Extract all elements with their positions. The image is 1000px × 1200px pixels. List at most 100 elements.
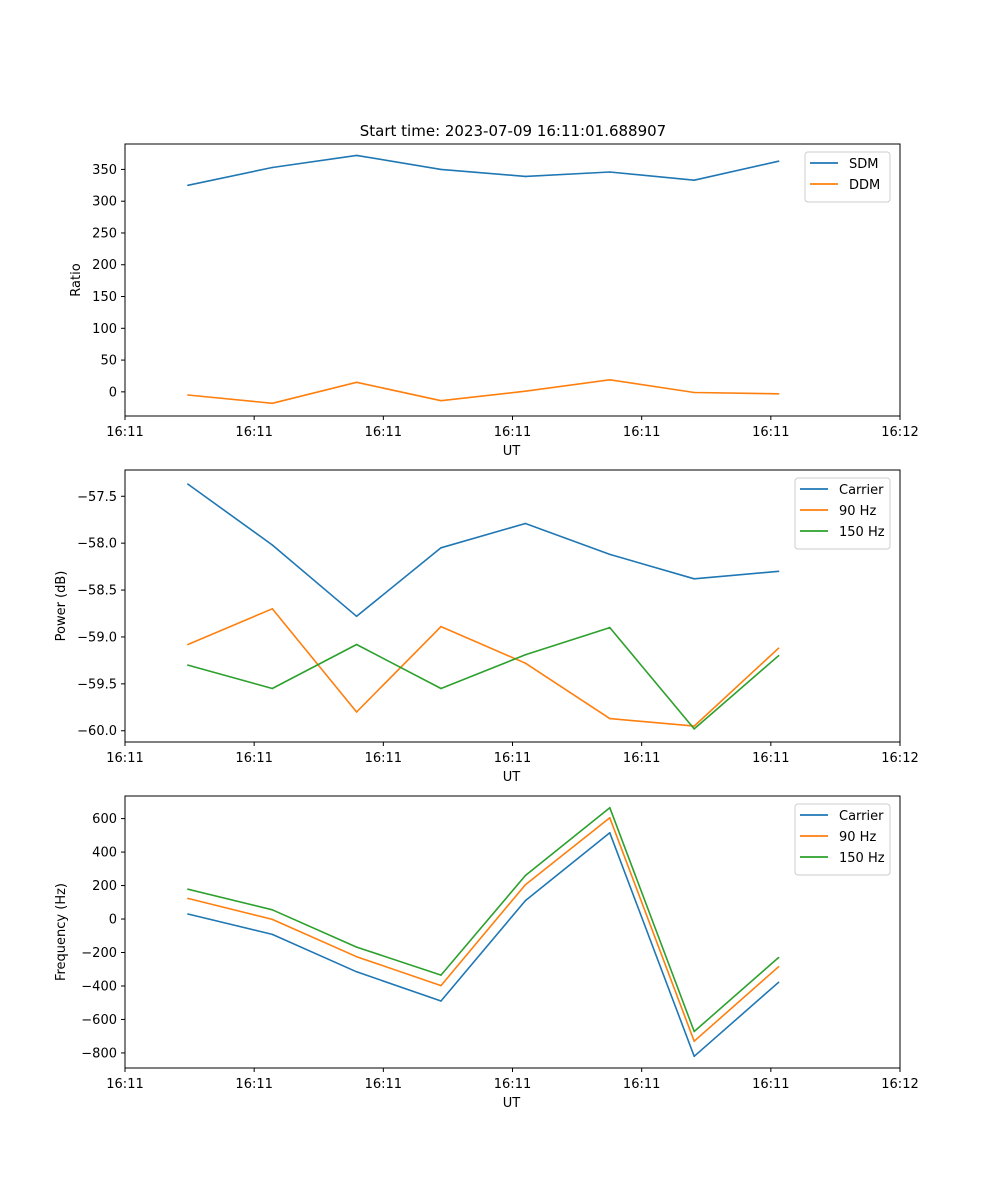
x-tick-label: 16:11 <box>623 751 660 766</box>
data-point <box>355 946 358 948</box>
legend-label: 90 Hz <box>839 504 876 519</box>
x-tick-label: 16:11 <box>106 751 143 766</box>
legend-label: 150 Hz <box>839 525 885 540</box>
x-tick-label: 16:11 <box>235 751 272 766</box>
charts-container: 16:11 16:11 16:11 16:11 16:11 16:11 16:12 0 50 10… <box>54 143 919 1111</box>
y-tick-label: −57.5 <box>77 490 117 505</box>
data-point <box>693 725 695 727</box>
legend-label: Carrier <box>839 483 884 498</box>
series-line-150-hz <box>187 806 780 1033</box>
data-point <box>355 615 358 618</box>
data-point <box>355 971 358 973</box>
data-point <box>777 965 780 968</box>
x-tick-label: 16:11 <box>752 751 789 766</box>
plot-frame <box>124 469 901 743</box>
y-tick-label: 600 <box>92 812 117 827</box>
x-tick-label: 16:11 <box>235 1077 272 1092</box>
x-tick-label: 16:11 <box>494 751 531 766</box>
x-tick-label: 16:12 <box>881 425 918 440</box>
x-tick-label: 16:11 <box>494 425 531 440</box>
series-line-150-hz <box>187 626 780 730</box>
data-point <box>777 956 780 959</box>
data-point <box>693 1055 695 1058</box>
x-axis-label: UT <box>503 1096 521 1111</box>
legend-label: 90 Hz <box>839 830 876 845</box>
data-point <box>693 179 695 181</box>
data-point <box>440 625 442 628</box>
figure-title: Start time: 2023-07-09 16:11:01.688907 <box>360 122 666 140</box>
data-point <box>524 899 527 902</box>
y-tick-label: −400 <box>81 979 117 994</box>
y-axis-label: Ratio <box>69 263 84 296</box>
data-point <box>440 984 442 987</box>
chart-2: 16:11 16:11 16:11 16:11 16:11 16:11 16:12 −60.0… <box>54 469 919 785</box>
data-point <box>187 643 189 646</box>
data-point <box>524 654 527 656</box>
data-point <box>609 379 611 381</box>
chart-1: 16:11 16:11 16:11 16:11 16:11 16:11 16:12 0 50 10… <box>69 143 919 459</box>
data-point <box>271 909 274 911</box>
data-point <box>609 553 611 556</box>
data-point <box>609 806 611 809</box>
data-point <box>355 381 358 384</box>
data-point <box>271 544 274 546</box>
data-point <box>271 918 274 921</box>
y-tick-label: 50 <box>100 354 117 369</box>
data-point <box>187 394 189 396</box>
legend-label: Carrier <box>839 809 884 824</box>
data-point <box>777 393 780 395</box>
plot-frame <box>124 143 901 417</box>
y-axis-label: Frequency (Hz) <box>54 883 69 981</box>
data-point <box>777 160 780 162</box>
data-point <box>271 687 274 690</box>
data-point <box>777 654 780 657</box>
x-tick-label: 16:11 <box>235 425 272 440</box>
x-tick-label: 16:12 <box>881 751 918 766</box>
x-tick-label: 16:11 <box>752 425 789 440</box>
data-point <box>440 1000 442 1002</box>
series-line-sdm <box>187 154 779 187</box>
series-line-carrier <box>187 831 780 1058</box>
x-tick-label: 16:11 <box>106 1077 143 1092</box>
legend: Carrier 90 Hz 150 Hz <box>794 803 891 876</box>
series-line-90-hz <box>187 816 780 1042</box>
y-tick-label: −59.5 <box>77 677 117 692</box>
x-tick-label: 16:11 <box>365 1077 402 1092</box>
x-tick-label: 16:11 <box>752 1077 789 1092</box>
data-point <box>440 974 442 976</box>
y-tick-label: 400 <box>92 846 117 861</box>
data-point <box>440 547 442 549</box>
y-tick-label: −58.5 <box>77 584 117 599</box>
data-point <box>355 955 358 958</box>
y-tick-label: −59.0 <box>77 630 117 645</box>
series-line-ddm <box>187 378 779 405</box>
series-line-90-hz <box>187 607 780 727</box>
y-tick-label: 100 <box>92 322 117 337</box>
x-tick-label: 16:11 <box>365 425 402 440</box>
data-point <box>609 832 611 834</box>
data-point <box>777 981 780 984</box>
y-tick-label: 0 <box>109 385 117 400</box>
x-tick-label: 16:11 <box>494 1077 531 1092</box>
legend: SDM DDM <box>804 151 891 203</box>
data-point <box>440 168 442 171</box>
data-point <box>609 626 611 629</box>
y-tick-label: −60.0 <box>77 724 117 739</box>
data-point <box>609 717 611 720</box>
y-tick-label: 200 <box>92 258 117 273</box>
data-point <box>524 883 527 886</box>
y-tick-label: −200 <box>81 946 117 961</box>
data-point <box>693 1030 695 1033</box>
y-tick-label: 350 <box>92 163 117 178</box>
x-tick-label: 16:12 <box>881 1077 918 1092</box>
legend: Carrier 90 Hz 150 Hz <box>794 477 891 550</box>
x-tick-label: 16:11 <box>106 425 143 440</box>
y-axis-label: Power (dB) <box>54 571 69 642</box>
series-line-carrier <box>187 483 779 618</box>
data-point <box>693 1040 695 1042</box>
x-tick-label: 16:11 <box>365 751 402 766</box>
data-point <box>355 643 358 646</box>
y-tick-label: −600 <box>81 1013 117 1028</box>
chart-3: 16:11 16:11 16:11 16:11 16:11 16:11 16:12 −800 −… <box>54 795 919 1111</box>
